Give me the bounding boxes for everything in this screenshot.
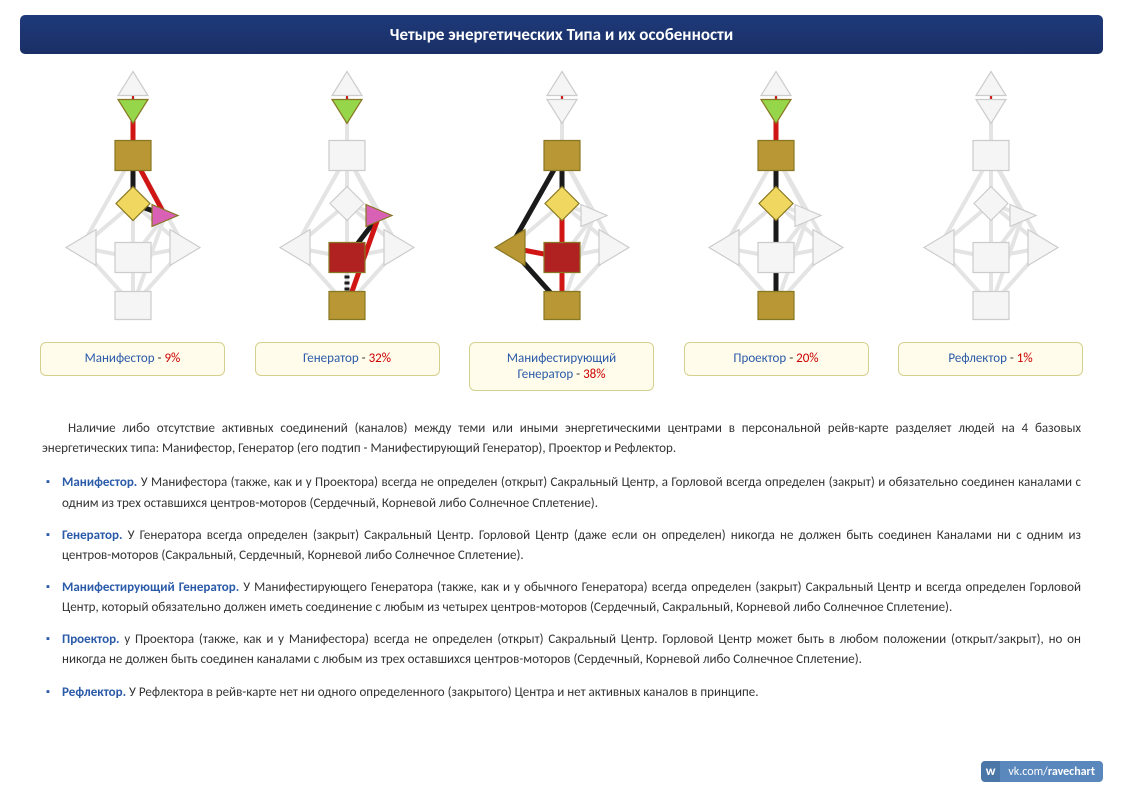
type-list-item: Генератор. У Генератора всегда определен… (42, 526, 1081, 566)
type-label: Манифестор - 9% (40, 342, 225, 376)
description-block: Наличие либо отсутствие активных соедине… (20, 401, 1103, 703)
type-label: Манифестирующий Генератор - 38% (469, 342, 654, 391)
chart-mangen: Манифестирующий Генератор - 38% (469, 69, 654, 391)
page-title: Четыре энергетических Типа и их особенно… (20, 15, 1103, 54)
type-list-item: Манифестор. У Манифестора (также, как и … (42, 473, 1081, 513)
type-label: Генератор - 32% (255, 342, 440, 376)
chart-manifestor: Манифестор - 9% (40, 69, 225, 391)
bodygraph-svg (267, 69, 427, 334)
chart-generator: Генератор - 32% (255, 69, 440, 391)
bodygraph-svg (911, 69, 1071, 334)
chart-reflector: Рефлектор - 1% (898, 69, 1083, 391)
intro-paragraph: Наличие либо отсутствие активных соедине… (42, 419, 1081, 459)
type-label: Проектор - 20% (684, 342, 869, 376)
type-list-item: Проектор. у Проектора (также, как и у Ма… (42, 630, 1081, 670)
type-list-item: Манифестирующий Генератор. У Манифестиру… (42, 578, 1081, 618)
type-label: Рефлектор - 1% (898, 342, 1083, 376)
type-list: Манифестор. У Манифестора (также, как и … (42, 473, 1081, 702)
bodygraph-svg (482, 69, 642, 334)
chart-projector: Проектор - 20% (684, 69, 869, 391)
vk-badge[interactable]: w vk.com/ravechart (981, 761, 1103, 782)
vk-link-text: vk.com/ravechart (1000, 761, 1103, 782)
vk-icon: w (981, 761, 1001, 782)
charts-row: Манифестор - 9% Генератор - 32% Манифестир… (20, 69, 1103, 391)
type-list-item: Рефлектор. У Рефлектора в рейв-карте нет… (42, 683, 1081, 703)
bodygraph-svg (53, 69, 213, 334)
bodygraph-svg (696, 69, 856, 334)
